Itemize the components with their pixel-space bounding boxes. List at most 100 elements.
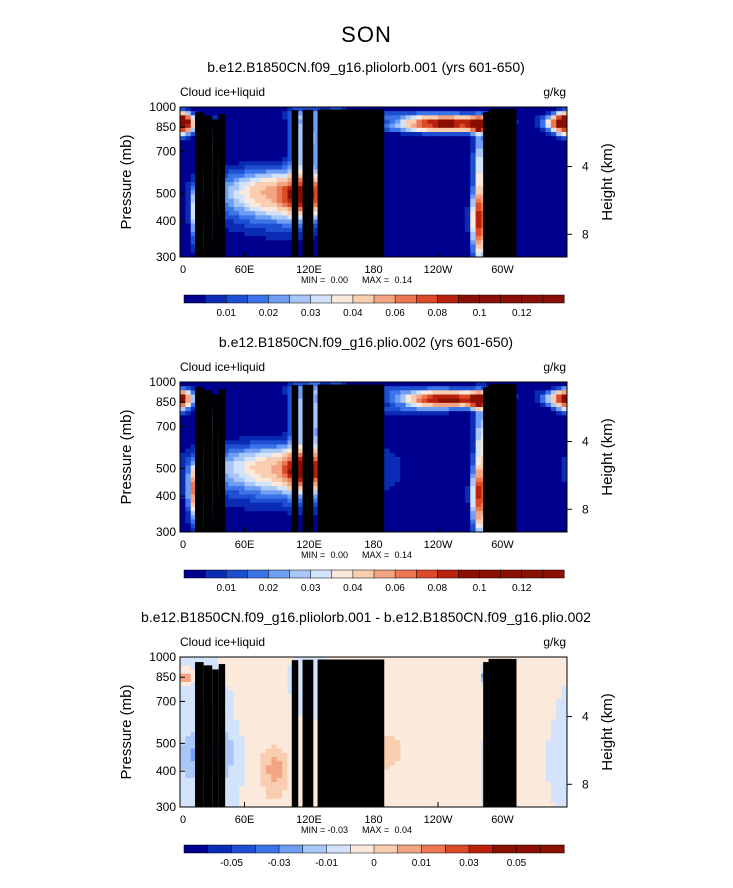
contour-cell xyxy=(314,494,321,500)
contour-cell xyxy=(180,498,186,504)
contour-cell xyxy=(443,436,450,441)
contour-cell xyxy=(475,461,482,466)
contour-cell xyxy=(255,436,262,441)
contour-cell xyxy=(518,494,525,500)
colorbar-label: 0.02 xyxy=(259,308,279,319)
contour-cell xyxy=(223,382,229,387)
contour-cell xyxy=(303,382,310,387)
contour-cell xyxy=(298,415,305,420)
contour-cell xyxy=(266,411,272,416)
contour-cell xyxy=(411,507,417,512)
contour-cell xyxy=(448,448,455,454)
contour-cell xyxy=(550,211,557,216)
contour-cell xyxy=(550,182,557,187)
contour-cell xyxy=(438,190,444,195)
contour-cell xyxy=(255,165,262,170)
contour-cell xyxy=(534,190,541,195)
contour-cell xyxy=(239,490,245,495)
contour-cell xyxy=(470,394,477,400)
contour-cell xyxy=(524,111,530,116)
contour-cell xyxy=(389,423,396,429)
contour-cell xyxy=(239,436,245,441)
contour-cell xyxy=(244,140,251,145)
contour-cell xyxy=(228,452,235,458)
contour-cell xyxy=(276,177,283,183)
contour-cell xyxy=(470,390,477,395)
contour-cell xyxy=(255,457,262,462)
contour-cell xyxy=(518,402,525,408)
contour-cell xyxy=(416,457,423,462)
contour-cell xyxy=(325,382,331,387)
contour-cell xyxy=(411,436,417,441)
contour-cell xyxy=(271,394,278,400)
contour-cell xyxy=(298,152,305,158)
contour-cell xyxy=(400,477,407,483)
contour-cell xyxy=(475,240,482,245)
contour-cell xyxy=(223,457,229,462)
contour-cell xyxy=(389,498,396,504)
contour-cell xyxy=(180,465,186,470)
contour-cell xyxy=(475,215,482,220)
contour-cell xyxy=(287,169,294,175)
contour-cell xyxy=(550,498,557,504)
contour-cell xyxy=(314,477,321,483)
contour-cell xyxy=(464,190,471,195)
contour-cell xyxy=(400,127,407,133)
contour-cell xyxy=(185,465,192,470)
contour-cell xyxy=(249,432,256,437)
contour-cell xyxy=(276,502,283,508)
contour-cell xyxy=(384,452,391,458)
contour-cell xyxy=(427,182,434,187)
contour-cell xyxy=(470,223,477,229)
contour-cell xyxy=(233,419,240,425)
contour-cell xyxy=(443,444,450,450)
contour-cell xyxy=(416,140,423,145)
contour-cell xyxy=(201,386,208,391)
contour-cell xyxy=(561,144,568,150)
contour-cell xyxy=(459,115,466,120)
contour-cell xyxy=(255,507,262,512)
contour-cell xyxy=(276,440,283,445)
contour-cell xyxy=(260,457,267,462)
contour-cell xyxy=(432,240,439,245)
contour-cell xyxy=(454,473,460,479)
contour-cell xyxy=(314,115,321,120)
contour-cell xyxy=(540,494,546,500)
contour-cell xyxy=(524,140,530,145)
contour-cell xyxy=(405,486,412,491)
contour-cell xyxy=(233,165,240,170)
contour-cell xyxy=(416,169,423,175)
contour-cell xyxy=(249,419,256,425)
contour-cell xyxy=(190,107,197,112)
contour-cell xyxy=(545,386,552,391)
contour-cell xyxy=(244,515,251,520)
contour-cell xyxy=(239,390,245,395)
contour-cell xyxy=(475,402,482,408)
contour-cell xyxy=(534,244,541,250)
contour-cell xyxy=(421,223,428,229)
contour-cell xyxy=(432,190,439,195)
contour-cell xyxy=(459,140,466,145)
contour-cell xyxy=(395,440,401,445)
contour-cell xyxy=(244,223,251,229)
contour-cell xyxy=(459,390,466,395)
contour-cell xyxy=(400,398,407,404)
contour-cell xyxy=(255,515,262,520)
contour-cell xyxy=(529,244,536,250)
contour-cell xyxy=(427,107,434,112)
contour-cell xyxy=(180,165,186,170)
contour-cell xyxy=(260,452,267,458)
contour-cell xyxy=(314,119,321,125)
contour-cell xyxy=(556,186,563,191)
contour-cell xyxy=(464,482,471,487)
contour-cell xyxy=(524,444,530,450)
contour-cell xyxy=(561,148,568,154)
contour-cell xyxy=(529,211,536,216)
contour-cell xyxy=(475,423,482,429)
contour-cell xyxy=(443,511,450,516)
contour-cell xyxy=(438,244,444,250)
contour-cell xyxy=(540,161,546,166)
contour-cell xyxy=(190,473,197,479)
contour-cell xyxy=(400,161,407,166)
contour-cell xyxy=(233,482,240,487)
